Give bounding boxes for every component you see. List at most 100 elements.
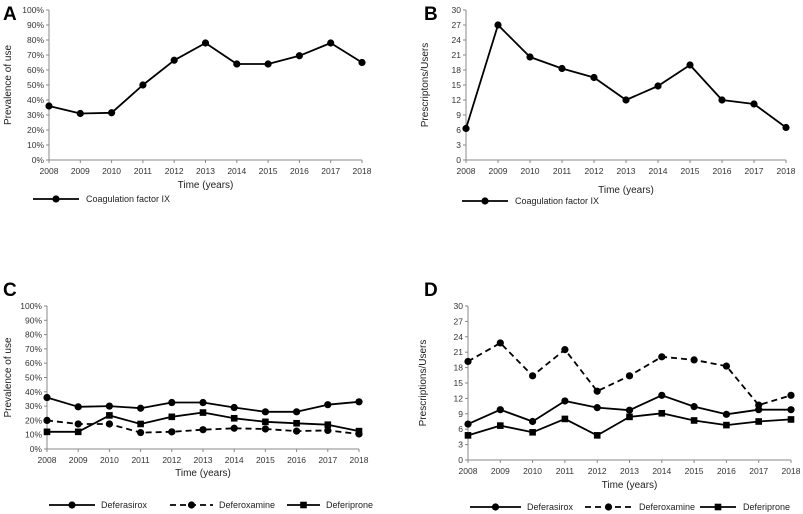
x-tick-label: 2008 <box>459 466 478 476</box>
y-tick-label: 18 <box>454 363 464 373</box>
y-tick-label: 24 <box>454 332 464 342</box>
legend-marker-deferiprone <box>714 503 722 511</box>
y-tick-label: 10% <box>27 140 44 150</box>
y-tick-label: 15 <box>452 80 462 90</box>
x-tick-label: 2008 <box>457 166 476 176</box>
data-point-coagulation-factor-ix <box>782 123 790 132</box>
data-point-deferasirox <box>261 408 269 416</box>
y-tick-label: 27 <box>452 20 462 30</box>
legend-label-deferasirox: Deferasirox <box>527 502 574 512</box>
x-tick-label: 2015 <box>681 166 700 176</box>
legend-marker-deferiprone <box>300 501 307 509</box>
y-tick-label: 6 <box>458 424 463 434</box>
x-tick-label: 2012 <box>585 166 604 176</box>
y-tick-label: 9 <box>456 110 461 120</box>
data-point-deferiprone <box>497 422 504 429</box>
data-point-coagulation-factor-ix <box>750 100 758 108</box>
data-point-deferiprone <box>262 418 269 426</box>
data-point-deferiprone <box>199 409 207 416</box>
x-axis-label: Time (years) <box>178 180 234 191</box>
data-point-coagulation-factor-ix <box>718 96 726 104</box>
data-point-deferiprone <box>230 414 238 422</box>
x-tick-label: 2014 <box>227 166 246 176</box>
x-tick-label: 2016 <box>713 166 732 176</box>
x-tick-label: 2009 <box>69 455 88 465</box>
data-point-deferoxamine <box>755 401 763 409</box>
series-line-coagulation-factor-ix <box>48 42 363 115</box>
x-tick-label: 2014 <box>225 455 244 465</box>
legend-label-deferiprone: Deferiprone <box>743 502 790 512</box>
data-point-deferoxamine <box>230 424 238 432</box>
y-tick-label: 3 <box>456 140 461 150</box>
y-tick-label: 40% <box>25 387 42 397</box>
data-point-coagulation-factor-ix <box>201 39 210 47</box>
data-point-deferiprone <box>324 421 332 428</box>
data-point-deferoxamine <box>293 427 301 435</box>
y-axis-label: Prevalence of use <box>3 337 14 417</box>
data-point-deferiprone <box>755 418 762 425</box>
x-tick-label: 2011 <box>134 166 153 176</box>
data-point-deferoxamine <box>561 346 569 354</box>
data-point-deferoxamine <box>787 391 795 399</box>
x-tick-label: 2010 <box>102 166 121 176</box>
data-point-coagulation-factor-ix <box>76 109 84 118</box>
x-tick-label: 2011 <box>131 455 150 465</box>
data-point-deferasirox <box>464 420 472 428</box>
data-point-deferoxamine <box>690 356 698 364</box>
series-line-coagulation-factor-ix <box>465 24 787 129</box>
data-point-coagulation-factor-ix <box>590 73 598 82</box>
data-point-deferasirox <box>105 402 113 410</box>
y-tick-label: 0% <box>30 444 43 454</box>
x-axis-label: Time (years) <box>175 468 231 479</box>
data-point-deferasirox <box>787 406 795 414</box>
legend-label-deferoxamine: Deferoxamine <box>219 500 275 510</box>
y-tick-label: 80% <box>27 35 44 45</box>
data-point-deferasirox <box>529 417 537 426</box>
data-point-coagulation-factor-ix <box>558 64 566 73</box>
x-tick-label: 2014 <box>652 466 671 476</box>
panel-a: A 0% 10% 20% 30% 40% 50% 60% 70% 80% 90% 100% 2008 20… <box>3 4 372 204</box>
x-tick-label: 2011 <box>553 166 572 176</box>
y-tick-label: 50% <box>27 80 44 90</box>
y-tick-label: 12 <box>454 393 464 403</box>
y-tick-label: 100% <box>20 301 42 311</box>
x-tick-label: 2011 <box>556 466 575 476</box>
data-point-coagulation-factor-ix <box>462 124 470 133</box>
x-tick-label: 2012 <box>162 455 181 465</box>
x-tick-label: 2010 <box>521 166 540 176</box>
x-tick-label: 2018 <box>782 466 801 476</box>
data-point-deferiprone <box>74 428 82 436</box>
data-point-coagulation-factor-ix <box>139 81 147 89</box>
data-point-deferiprone <box>723 421 730 429</box>
data-point-deferoxamine <box>74 420 82 428</box>
y-tick-label: 21 <box>452 50 462 60</box>
x-tick-label: 2009 <box>71 166 90 176</box>
y-axis-label: Prevalence of use <box>3 45 14 125</box>
data-point-deferiprone <box>355 427 363 435</box>
data-point-deferoxamine <box>105 420 113 428</box>
panel-d: D 0 3 6 9 12 15 18 21 24 27 30 2008 2009 2010 2011 2012 2… <box>418 280 801 512</box>
x-tick-label: 2017 <box>749 466 768 476</box>
x-tick-label: 2010 <box>523 466 542 476</box>
x-tick-label: 2018 <box>777 166 796 176</box>
legend-label-coagulation-factor-ix: Coagulation factor IX <box>86 194 170 204</box>
data-point-deferoxamine <box>324 426 332 435</box>
y-tick-label: 30% <box>25 401 42 411</box>
x-tick-label: 2018 <box>353 166 372 176</box>
legend-marker-deferoxamine <box>604 503 613 511</box>
x-tick-label: 2013 <box>196 166 215 176</box>
x-tick-label: 2010 <box>100 455 119 465</box>
data-point-deferasirox <box>137 404 145 412</box>
x-tick-label: 2016 <box>717 466 736 476</box>
y-tick-label: 50% <box>25 373 42 383</box>
x-tick-label: 2009 <box>491 466 510 476</box>
x-tick-label: 2016 <box>287 455 306 465</box>
legend-marker-deferasirox <box>491 503 500 511</box>
y-tick-label: 30% <box>27 110 44 120</box>
y-tick-label: 30 <box>454 301 464 311</box>
y-tick-label: 15 <box>454 378 464 388</box>
panel-b: B 0 3 6 9 12 15 18 21 24 27 30 2008 2009 2010 2011 2012 2… <box>420 4 796 206</box>
series-line-deferoxamine <box>46 419 360 435</box>
x-tick-label: 2008 <box>38 455 57 465</box>
x-tick-label: 2017 <box>318 455 337 465</box>
